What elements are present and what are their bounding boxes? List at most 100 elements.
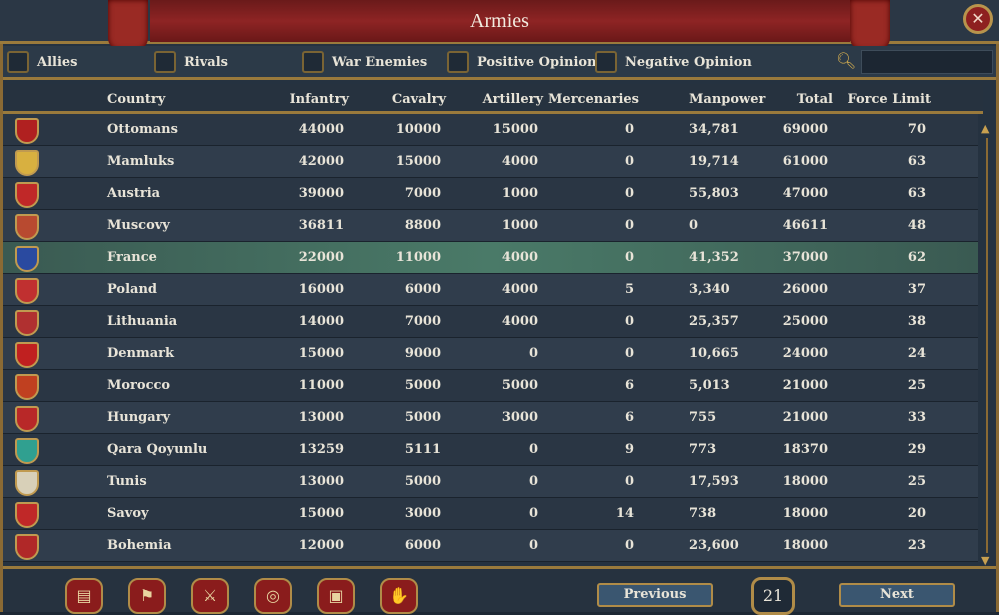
cell-total: 47000 [782, 186, 828, 201]
col-mercenaries[interactable]: Mercenaries [548, 92, 639, 107]
cell-cavalry: 9000 [404, 346, 441, 361]
country-flag-icon [15, 182, 39, 208]
cell-cavalry: 5111 [404, 442, 441, 457]
cell-force-limit: 63 [907, 186, 926, 201]
filter-label: War Enemies [332, 54, 428, 70]
search-input[interactable] [861, 50, 993, 74]
country-flag-icon [15, 246, 39, 272]
col-infantry[interactable]: Infantry [289, 92, 349, 107]
coins-button[interactable]: ◎ [254, 578, 292, 614]
cell-cavalry: 3000 [404, 506, 441, 521]
country-flag-icon [15, 118, 39, 144]
cell-cavalry: 8800 [404, 218, 441, 233]
cell-cavalry: 5000 [404, 410, 441, 425]
scrollbar[interactable]: ▲ ▼ [980, 118, 994, 568]
footer: ▤ ⚑ ⚔ ◎ ▣ ✋ Previous 21 Next [3, 566, 996, 615]
cell-artillery: 4000 [501, 282, 538, 297]
col-country[interactable]: Country [107, 92, 166, 107]
cell-manpower: 0 [689, 218, 699, 233]
filter-positive-opinion[interactable]: Positive Opinion [447, 51, 597, 73]
table-row[interactable]: Bohemia 12000 6000 0 0 23,600 18000 23 [3, 530, 978, 562]
table-row[interactable]: Muscovy 36811 8800 1000 0 0 46611 48 [3, 210, 978, 242]
previous-button[interactable]: Previous [597, 583, 713, 607]
table-row[interactable]: Denmark 15000 9000 0 0 10,665 24000 24 [3, 338, 978, 370]
ribbon-right-decoration [850, 0, 890, 50]
cell-manpower: 23,600 [689, 538, 739, 553]
cell-force-limit: 37 [907, 282, 926, 297]
table-row[interactable]: Savoy 15000 3000 0 14 738 18000 20 [3, 498, 978, 530]
cell-cavalry: 11000 [395, 250, 441, 265]
scroll-track[interactable] [986, 138, 988, 553]
filter-allies[interactable]: Allies [7, 51, 78, 73]
cell-force-limit: 70 [907, 122, 926, 137]
cell-cavalry: 6000 [404, 282, 441, 297]
table-row[interactable]: Morocco 11000 5000 5000 6 5,013 21000 25 [3, 370, 978, 402]
cell-total: 25000 [782, 314, 828, 329]
cell-force-limit: 38 [907, 314, 926, 329]
table-row[interactable]: France 22000 11000 4000 0 41,352 37000 62 [3, 242, 978, 274]
table-row[interactable]: Qara Qoyunlu 13259 5111 0 9 773 18370 29 [3, 434, 978, 466]
cell-country: Savoy [107, 506, 149, 521]
cell-infantry: 11000 [298, 378, 344, 393]
cell-cavalry: 6000 [404, 538, 441, 553]
cell-force-limit: 33 [907, 410, 926, 425]
col-total[interactable]: Total [796, 92, 833, 107]
country-flag-icon [15, 214, 39, 240]
table-row[interactable]: Tunis 13000 5000 0 0 17,593 18000 25 [3, 466, 978, 498]
checkbox[interactable] [154, 51, 176, 73]
col-manpower[interactable]: Manpower [689, 92, 766, 107]
cell-infantry: 15000 [298, 346, 344, 361]
cell-total: 21000 [782, 410, 828, 425]
cell-mercenaries: 0 [624, 314, 634, 329]
cell-mercenaries: 0 [624, 218, 634, 233]
next-button[interactable]: Next [839, 583, 955, 607]
table-row[interactable]: Mamluks 42000 15000 4000 0 19,714 61000 63 [3, 146, 978, 178]
table-row[interactable]: Hungary 13000 5000 3000 6 755 21000 33 [3, 402, 978, 434]
cell-cavalry: 15000 [395, 154, 441, 169]
filter-war-enemies[interactable]: War Enemies [302, 51, 427, 73]
cell-total: 24000 [782, 346, 828, 361]
cell-country: Poland [107, 282, 158, 297]
col-cavalry[interactable]: Cavalry [391, 92, 446, 107]
col-artillery[interactable]: Artillery [482, 92, 543, 107]
cell-infantry: 44000 [298, 122, 344, 137]
cell-artillery: 3000 [501, 410, 538, 425]
close-icon: ✕ [971, 9, 985, 28]
scroll-up-icon[interactable]: ▲ [981, 122, 990, 135]
table-row[interactable]: Ottomans 44000 10000 15000 0 34,781 69000 70 [3, 114, 978, 146]
checkbox[interactable] [7, 51, 29, 73]
cell-total: 21000 [782, 378, 828, 393]
cell-artillery: 0 [528, 474, 538, 489]
col-force-limit[interactable]: Force Limit [847, 92, 931, 107]
checkbox[interactable] [447, 51, 469, 73]
cell-country: Qara Qoyunlu [107, 442, 208, 457]
building-button[interactable]: ▣ [317, 578, 355, 614]
filter-rivals[interactable]: Rivals [154, 51, 228, 73]
country-flag-icon [15, 310, 39, 336]
cell-manpower: 34,781 [689, 122, 739, 137]
filter-negative-opinion[interactable]: Negative Opinion [595, 51, 752, 73]
cell-infantry: 14000 [298, 314, 344, 329]
cell-manpower: 55,803 [689, 186, 739, 201]
table-row[interactable]: Austria 39000 7000 1000 0 55,803 47000 63 [3, 178, 978, 210]
cell-total: 18000 [782, 506, 828, 521]
cell-force-limit: 24 [907, 346, 926, 361]
scroll-down-icon[interactable]: ▼ [981, 554, 990, 567]
table-row[interactable]: Lithuania 14000 7000 4000 0 25,357 25000 38 [3, 306, 978, 338]
checkbox[interactable] [302, 51, 324, 73]
table-row[interactable]: Poland 16000 6000 4000 5 3,340 26000 37 [3, 274, 978, 306]
cell-artillery: 0 [528, 538, 538, 553]
handshake-button[interactable]: ✋ [380, 578, 418, 614]
checkbox[interactable] [595, 51, 617, 73]
ledger-button[interactable]: ▤ [65, 578, 103, 614]
flag-button[interactable]: ⚑ [128, 578, 166, 614]
crossed-swords-button[interactable]: ⚔ [191, 578, 229, 614]
cell-force-limit: 25 [907, 474, 926, 489]
close-button[interactable]: ✕ [963, 4, 993, 34]
search-icon[interactable]: 🔍︎ [836, 51, 857, 70]
cell-total: 18000 [782, 538, 828, 553]
cell-infantry: 15000 [298, 506, 344, 521]
cell-cavalry: 10000 [395, 122, 441, 137]
table-header: Country Infantry Cavalry Artillery Merce… [3, 84, 983, 114]
cell-country: Muscovy [107, 218, 170, 233]
